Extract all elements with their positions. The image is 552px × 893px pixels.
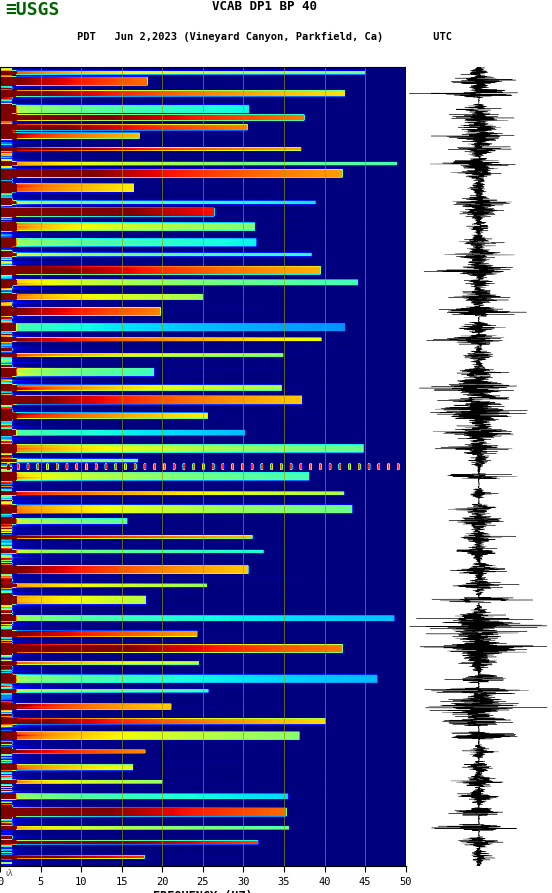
Text: PDT   Jun 2,2023 (Vineyard Canyon, Parkfield, Ca)        UTC: PDT Jun 2,2023 (Vineyard Canyon, Parkfie… bbox=[77, 32, 453, 42]
X-axis label: FREQUENCY (HZ): FREQUENCY (HZ) bbox=[153, 889, 253, 893]
Text: VCAB DP1 BP 40: VCAB DP1 BP 40 bbox=[213, 0, 317, 13]
Text: ιλ: ιλ bbox=[6, 869, 13, 878]
Text: ≡USGS: ≡USGS bbox=[6, 2, 60, 20]
